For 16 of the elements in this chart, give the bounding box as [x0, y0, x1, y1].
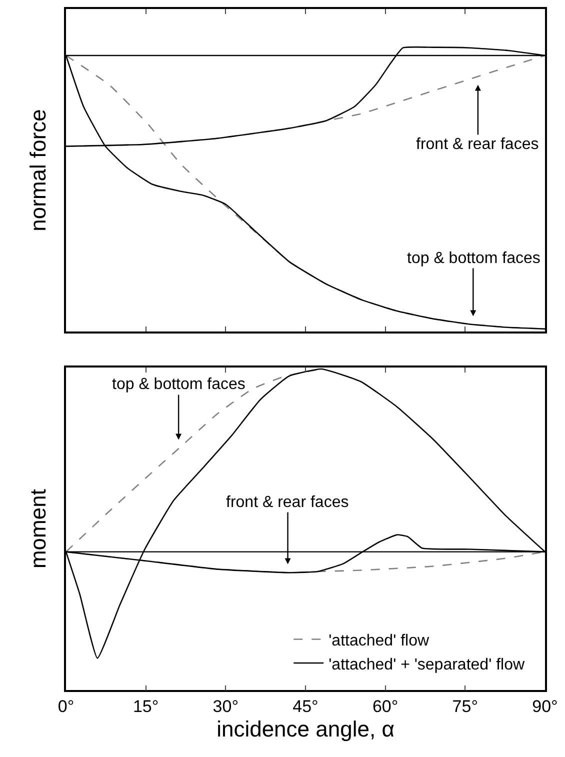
x-tick-label: 75°	[452, 697, 478, 716]
x-tick-label: 60°	[372, 697, 398, 716]
annotation: front & rear faces	[226, 494, 349, 511]
x-tick-label: 90°	[532, 697, 558, 716]
x-axis-title: incidence angle, α	[216, 716, 395, 742]
annotation: top & bottom faces	[407, 250, 540, 267]
annotation: front & rear faces	[416, 136, 539, 153]
x-tick-label: 15°	[132, 697, 159, 716]
x-tick-label: 0°	[58, 697, 74, 716]
x-tick-label: 30°	[212, 697, 239, 716]
x-tick-label: 45°	[292, 697, 318, 716]
legend-label: 'attached' flow	[328, 632, 430, 650]
annotation: top & bottom faces	[112, 376, 246, 393]
legend-label: 'attached' + 'separated' flow	[328, 656, 525, 674]
y-axis-title: moment	[26, 489, 51, 569]
y-axis-title: normal force	[26, 109, 51, 232]
